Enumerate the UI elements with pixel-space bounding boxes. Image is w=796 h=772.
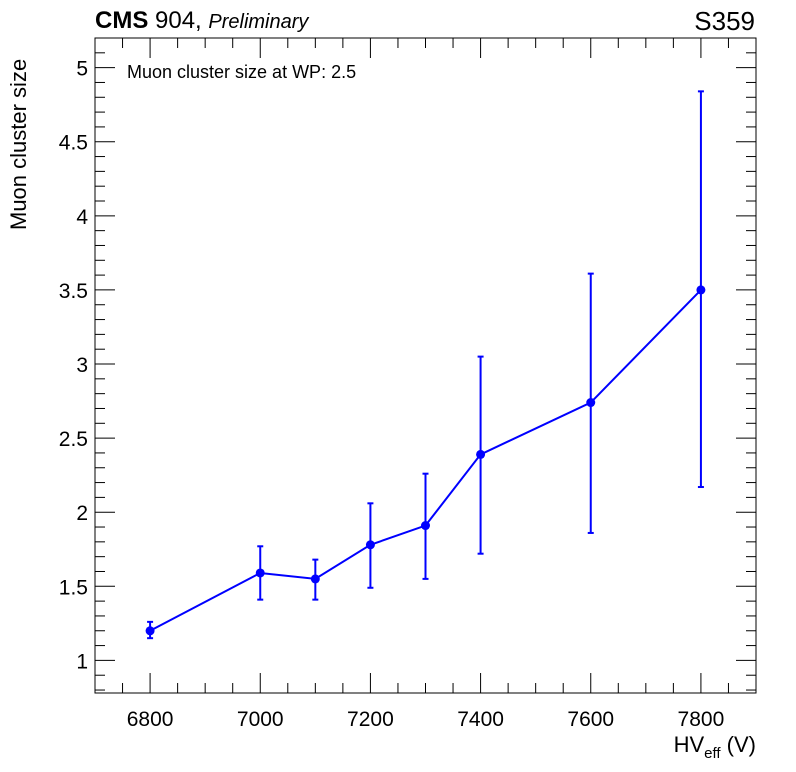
y-tick-label: 4 [76,206,88,229]
x-tick-label: 7800 [678,708,725,731]
x-axis-title-main: HV [674,732,705,757]
tag-label: S359 [694,6,755,36]
chart-annotation: Muon cluster size at WP: 2.5 [127,62,356,82]
data-point [310,574,320,584]
data-point-group [476,355,486,555]
facility-label: 904, [148,7,208,34]
data-point-group [586,272,596,534]
axis-ticks [94,37,757,693]
experiment-label: CMS [95,7,148,34]
data-point-group [310,558,320,601]
data-point [696,285,706,295]
status-label: Preliminary [208,11,309,33]
x-axis-title-sub: eff [704,745,721,762]
data-point [421,521,430,531]
data-point [476,449,486,459]
y-tick-label: 1.5 [59,576,88,599]
series-line [149,289,702,632]
data-point-group [145,620,155,640]
y-tick-label: 3 [76,354,88,377]
data-point [255,568,265,578]
x-axis-title: HVeff (V) [674,732,756,762]
y-tick-label: 4.5 [59,132,88,155]
data-point-group [421,472,430,580]
plot-frame [94,37,757,694]
x-tick-label: 7600 [567,708,614,731]
y-tick-label: 3.5 [59,280,88,303]
x-tick-label: 6800 [127,708,174,731]
x-tick-label: 7200 [347,708,394,731]
y-axis-title: Muon cluster size [6,59,31,230]
y-tick-label: 5 [76,58,88,81]
x-axis-title-unit: (V) [721,732,756,757]
data-point-group [696,90,706,489]
y-tick-label: 1 [76,650,88,673]
data-point-group [255,545,265,601]
data-series [145,90,706,640]
data-point [365,540,375,550]
header-text: CMS 904, Preliminary [95,7,309,34]
x-tick-label: 7400 [457,708,504,731]
data-point [145,626,155,636]
tick-labels: 6800 7000 7200 7400 7600 7800 1 1.5 2 2.5 3 3.5 4 4.5… [59,58,724,731]
x-tick-label: 7000 [237,708,284,731]
y-tick-label: 2 [76,502,88,525]
data-point [586,398,596,408]
data-point-group [365,502,375,589]
y-tick-label: 2.5 [59,428,88,451]
